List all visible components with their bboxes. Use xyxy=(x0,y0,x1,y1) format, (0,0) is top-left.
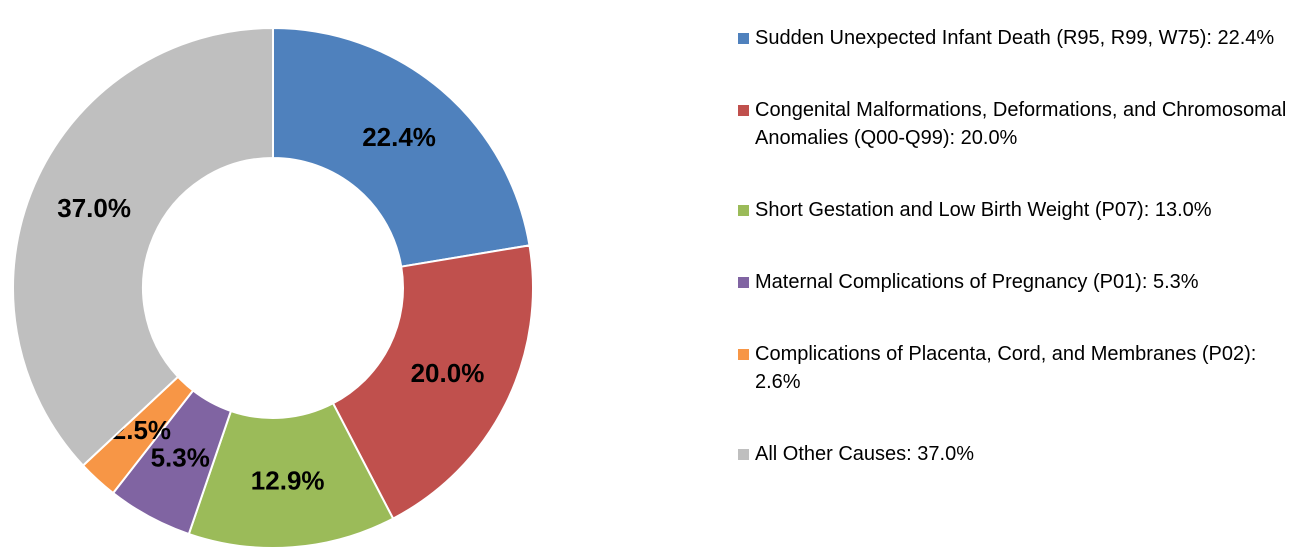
data-label: 5.3% xyxy=(151,442,210,472)
legend-entry: Short Gestation and Low Birth Weight (P0… xyxy=(738,196,1298,224)
legend-label: Maternal Complications of Pregnancy (P01… xyxy=(755,271,1199,293)
chart: 22.4%20.0%12.9%5.3%2.5%37.0% xyxy=(12,26,534,549)
legend-label: Short Gestation and Low Birth Weight (P0… xyxy=(755,199,1212,221)
legend-label: Sudden Unexpected Infant Death (R95, R99… xyxy=(755,27,1275,49)
data-label: 12.9% xyxy=(251,465,325,495)
legend-swatch xyxy=(738,449,749,460)
slice xyxy=(12,26,274,467)
data-label: 20.0% xyxy=(411,358,485,388)
data-label: 22.4% xyxy=(362,122,436,152)
legend-label: All Other Causes: 37.0% xyxy=(755,443,974,465)
legend-label: Complications of Placenta, Cord, and Mem… xyxy=(755,343,1257,393)
legend-swatch xyxy=(738,205,749,216)
legend-entry: Congenital Malformations, Deformations, … xyxy=(738,96,1298,152)
slice xyxy=(331,244,534,520)
legend-entry: Sudden Unexpected Infant Death (R95, R99… xyxy=(738,24,1298,52)
legend-swatch xyxy=(738,277,749,288)
data-label: 37.0% xyxy=(57,193,131,223)
legend-label: Congenital Malformations, Deformations, … xyxy=(755,99,1287,149)
legend-swatch xyxy=(738,349,749,360)
legend: Sudden Unexpected Infant Death (R95, R99… xyxy=(738,24,1298,468)
slice xyxy=(272,26,531,268)
legend-swatch xyxy=(738,105,749,116)
legend-entry: Maternal Complications of Pregnancy (P01… xyxy=(738,268,1298,296)
legend-swatch xyxy=(738,33,749,44)
legend-entry: Complications of Placenta, Cord, and Mem… xyxy=(738,340,1298,396)
legend-entry: All Other Causes: 37.0% xyxy=(738,440,1298,468)
